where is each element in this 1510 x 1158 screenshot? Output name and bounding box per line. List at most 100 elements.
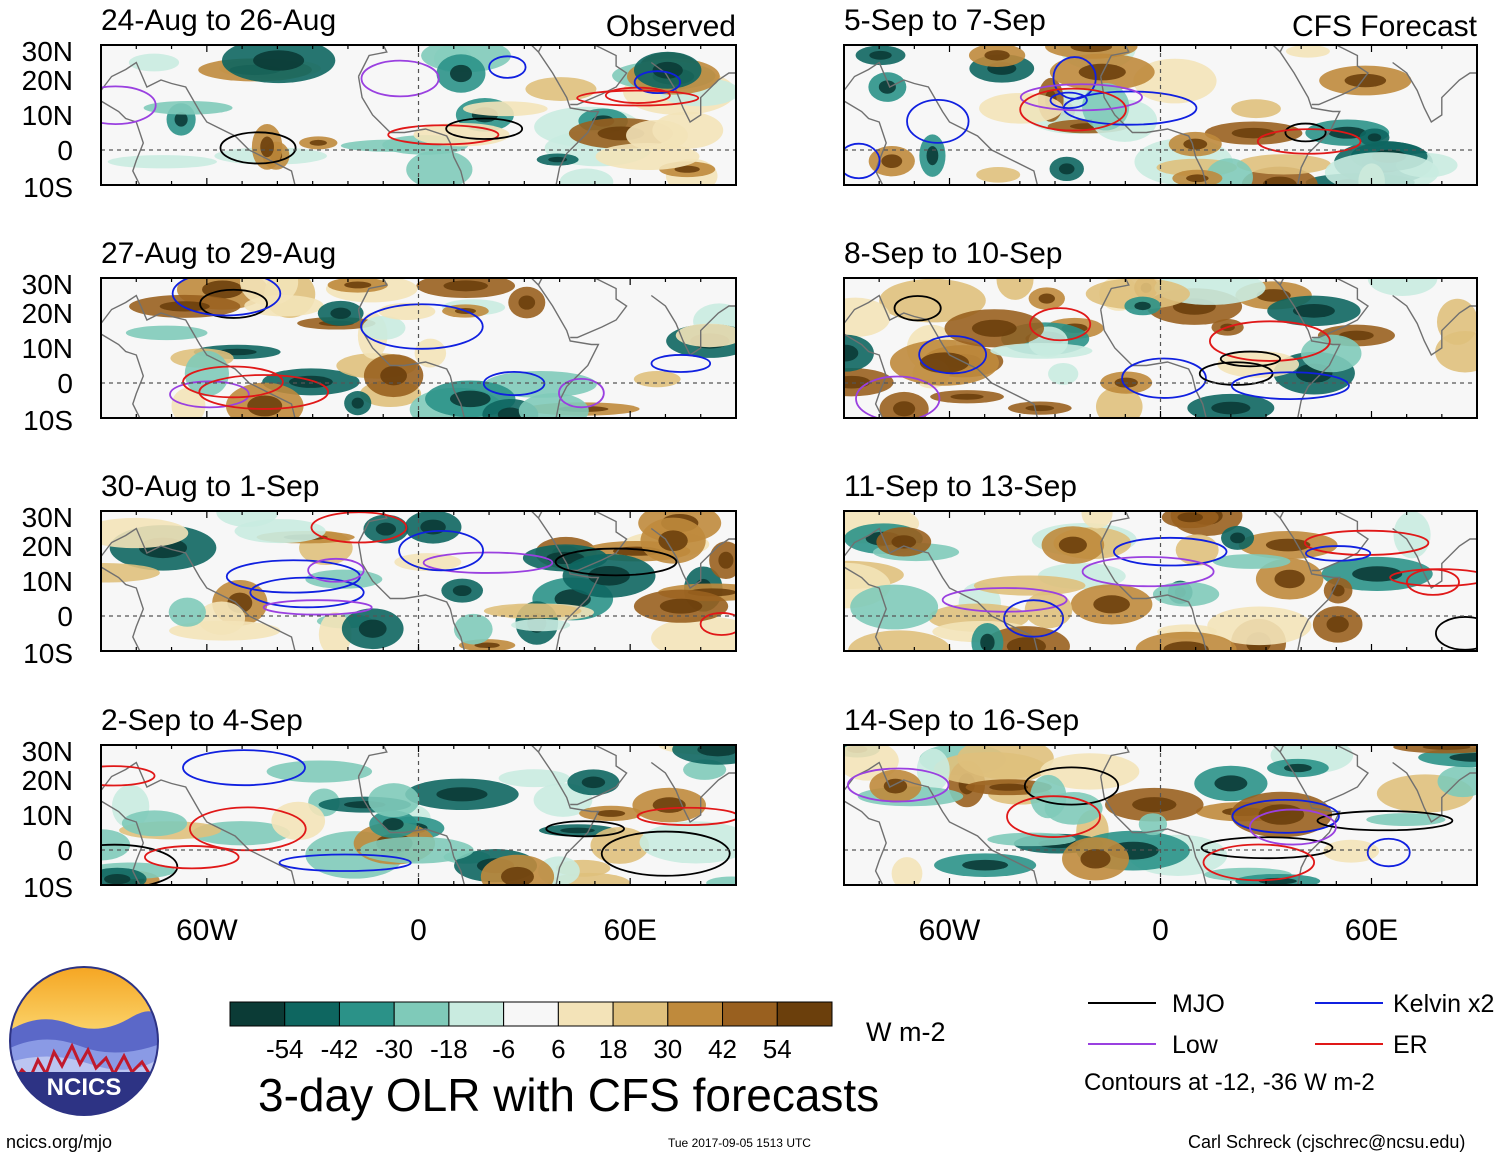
olr-field [101, 745, 736, 885]
coastline [101, 61, 296, 185]
olr-anomaly-blob [525, 77, 597, 101]
map-panel: 30-Aug to 1-Sep [100, 470, 737, 652]
map-panel: 8-Sep to 10-Sep [843, 237, 1478, 419]
contour-er [1303, 529, 1430, 556]
olr-anomaly-core [989, 783, 1029, 791]
coastline [1392, 294, 1477, 357]
contour-mjo [199, 288, 268, 319]
y-tick-label: 20N [22, 298, 73, 329]
olr-anomaly-core [375, 522, 397, 536]
contour-er [1029, 307, 1092, 342]
coastline [537, 511, 543, 519]
olr-anomaly-core [104, 873, 131, 885]
contour-kelvin [171, 278, 282, 317]
column-header-forecast: CFS Forecast [1292, 10, 1478, 43]
colorbar-tick-label: 42 [708, 1034, 737, 1064]
coastline [570, 511, 628, 572]
olr-anomaly-core [344, 281, 372, 289]
coastline [530, 511, 600, 651]
olr-anomaly-blob [406, 150, 473, 185]
olr-anomaly-core [1038, 293, 1055, 304]
x-tick-label: 60E [1345, 914, 1398, 947]
contour-kelvin [844, 142, 881, 180]
olr-anomaly-blob [844, 334, 874, 372]
contour-er [699, 612, 736, 636]
olr-anomaly-core [452, 585, 472, 597]
olr-anomaly-core [674, 165, 700, 173]
olr-anomaly-blob [240, 278, 299, 306]
contour-low [1248, 808, 1337, 846]
contour-mjo [445, 117, 524, 140]
footer-website: ncics.org/mjo [6, 1132, 112, 1152]
olr-anomaly-core [878, 80, 896, 94]
olr-anomaly-core [581, 776, 606, 789]
coastline [1311, 745, 1370, 806]
contour-low [846, 767, 950, 803]
olr-anomaly-blob [1437, 765, 1477, 798]
coastline [357, 278, 388, 310]
contour-low [941, 587, 1068, 613]
contour-low [558, 378, 605, 409]
olr-anomaly-core [351, 397, 364, 409]
olr-anomaly-blob [169, 620, 281, 641]
colorbar-swatch [338, 1001, 395, 1027]
contour-legend: MJO Kelvin x2 Low ER [1088, 990, 1494, 1059]
olr-anomaly-blob [271, 801, 326, 841]
olr-anomaly-core [1186, 174, 1209, 183]
contour-er [1208, 320, 1331, 362]
contour-er [310, 511, 408, 544]
contour-mjo [1219, 350, 1282, 368]
olr-anomaly-core [1256, 289, 1291, 302]
olr-anomaly-blob [879, 278, 986, 323]
coastline [101, 333, 145, 418]
colorbar-tick-label: -6 [492, 1034, 515, 1064]
colorbar-tick-label: 18 [599, 1034, 628, 1064]
olr-anomaly-blob [107, 155, 217, 169]
map-panel: 27-Aug to 29-Aug [100, 237, 737, 419]
olr-anomaly-core [962, 859, 1009, 871]
olr-anomaly-core [697, 745, 736, 757]
olr-anomaly-core [844, 375, 871, 389]
coastline [101, 527, 296, 651]
olr-anomaly-core [1344, 73, 1387, 88]
contour-kelvin [1305, 545, 1372, 562]
contour-kelvin [1121, 357, 1207, 399]
olr-anomaly-blob [1367, 278, 1438, 297]
contour-kelvin [1052, 56, 1097, 100]
olr-anomaly-core [159, 301, 210, 312]
contour-mjo [893, 295, 942, 322]
x-tick-label: 0 [410, 914, 427, 947]
olr-anomaly-blob [171, 387, 206, 418]
olr-anomaly-blob [987, 832, 1076, 847]
olr-anomaly-blob [463, 101, 548, 117]
colorbar-swatch [393, 1001, 450, 1027]
contour-kelvin [633, 70, 682, 95]
olr-anomaly-blob [1236, 154, 1331, 175]
olr-field [101, 278, 736, 418]
coastline [844, 761, 1039, 885]
olr-anomaly-blob [1040, 753, 1140, 790]
y-tick-label: 0 [57, 135, 73, 166]
y-tick-label: 10S [23, 638, 73, 669]
contour-kelvin [1231, 798, 1340, 834]
olr-anomaly-core [891, 535, 917, 549]
olr-anomaly-blob [318, 612, 352, 651]
olr-anomaly-blob [1285, 45, 1330, 58]
y-tick-label: 10N [22, 566, 73, 597]
olr-anomaly-blob [850, 584, 939, 630]
contour-kelvin [1049, 91, 1088, 109]
olr-anomaly-core [380, 366, 407, 386]
olr-anomaly-core [1422, 745, 1471, 750]
olr-anomaly-blob [996, 278, 1034, 300]
olr-anomaly-blob [128, 53, 180, 72]
contour-low [169, 380, 250, 409]
olr-anomaly-core [1292, 304, 1335, 318]
olr-anomaly-core [893, 401, 916, 417]
contour-kelvin [360, 303, 484, 350]
olr-anomaly-core [1093, 595, 1130, 614]
contour-er [387, 124, 500, 146]
olr-anomaly-blob [848, 630, 952, 651]
olr-anomaly-blob [414, 338, 447, 368]
contour-mjo [1200, 836, 1334, 860]
coastline [1279, 278, 1285, 286]
